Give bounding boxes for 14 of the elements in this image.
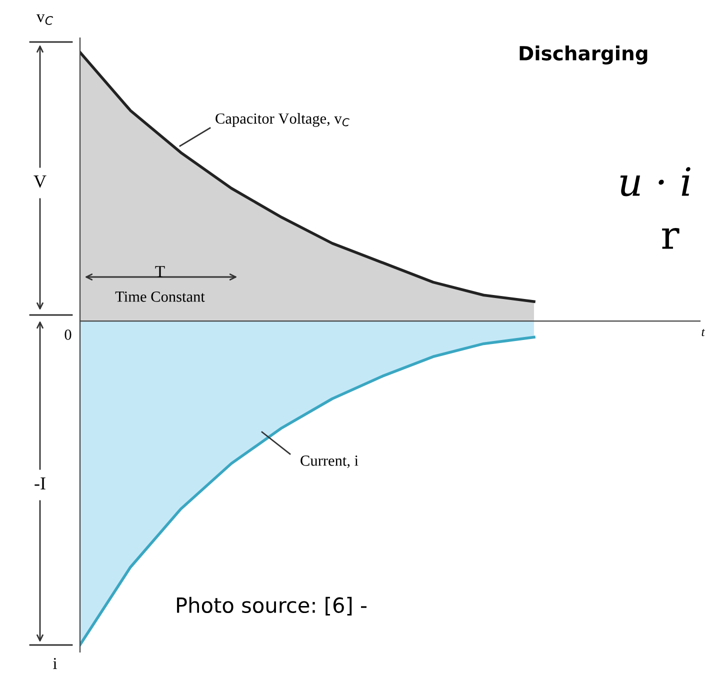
chart-title: Discharging	[520, 46, 648, 64]
text: t	[702, 328, 705, 336]
text: -I	[34, 478, 46, 490]
annotation: 0	[64, 330, 72, 340]
annotation: Photo source: [6] -	[177, 596, 366, 616]
text: V	[34, 176, 46, 188]
text: r	[662, 228, 680, 249]
y-axis-title: v$_{C}$	[36, 14, 54, 25]
text: u · i	[620, 167, 690, 196]
text: Current, i	[300, 456, 358, 468]
annotation: T	[155, 266, 165, 278]
annotation: Time Constant	[115, 292, 205, 302]
text: i	[53, 658, 57, 670]
text: Capacitor Voltage, v$_{C}$	[216, 112, 350, 127]
